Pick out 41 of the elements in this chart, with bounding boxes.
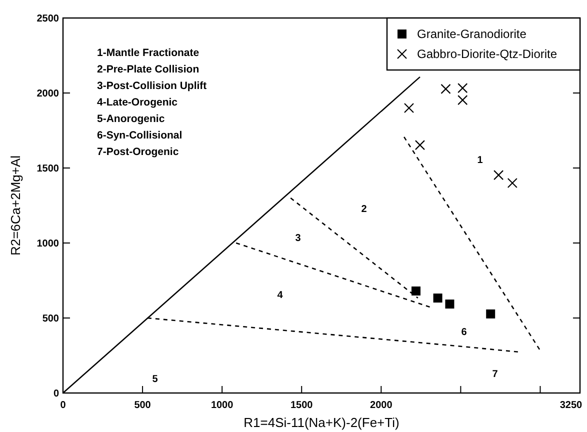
point xyxy=(507,178,518,188)
y-tick-label: 500 xyxy=(42,314,60,324)
point xyxy=(494,170,504,180)
annotation: 1 xyxy=(477,155,484,166)
point xyxy=(411,286,420,296)
x-tick-label: 0 xyxy=(60,400,66,411)
y-tick-label: 1000 xyxy=(36,238,60,250)
annotation: 5-Anorogenic xyxy=(97,113,165,125)
annotation: 5 xyxy=(152,374,158,385)
annotation: 2 xyxy=(361,204,368,215)
point xyxy=(458,95,468,106)
annotation: 7-Post-Orogenic xyxy=(97,146,179,158)
point xyxy=(414,140,426,150)
y-tick-label: 2500 xyxy=(36,14,60,24)
annotation: 4 xyxy=(277,290,284,301)
x-tick-label: 1500 xyxy=(290,400,314,411)
annotation: 7 xyxy=(492,369,498,380)
annotation: 2-Pre-Plate Collision xyxy=(97,64,200,76)
annotation: 6-Syn-Collisional xyxy=(97,130,182,142)
annotation: 3 xyxy=(295,233,302,244)
x-axis-title: R1=4Si-11(Na+K)-2(Fe+Ti) xyxy=(244,415,400,430)
x-tick-label: 2000 xyxy=(370,400,393,411)
point xyxy=(458,83,468,94)
legend-label: Granite-Granodiorite xyxy=(417,27,527,41)
x-tick-label: 1000 xyxy=(210,400,234,411)
annotation: 1-Mantle Fractionate xyxy=(97,47,200,59)
y-axis-title: R2=6Ca+2Mg+Al xyxy=(8,155,23,256)
point xyxy=(486,309,496,318)
point xyxy=(404,102,414,114)
x-tick-label: 3250 xyxy=(560,400,583,411)
legend-label: Gabbro-Diorite-Qtz-Diorite xyxy=(417,47,558,61)
point xyxy=(433,294,442,303)
y-tick-label: 2000 xyxy=(36,88,60,100)
y-tick-label: 1500 xyxy=(36,164,60,174)
point xyxy=(440,84,451,94)
annotation: 6 xyxy=(461,327,468,338)
point xyxy=(445,300,454,309)
annotation: 4-Late-Orogenic xyxy=(97,96,178,108)
y-tick-label: 0 xyxy=(53,388,60,400)
annotation: 3-Post-Collision Uplift xyxy=(97,80,208,92)
x-tick-label: 500 xyxy=(134,400,152,411)
